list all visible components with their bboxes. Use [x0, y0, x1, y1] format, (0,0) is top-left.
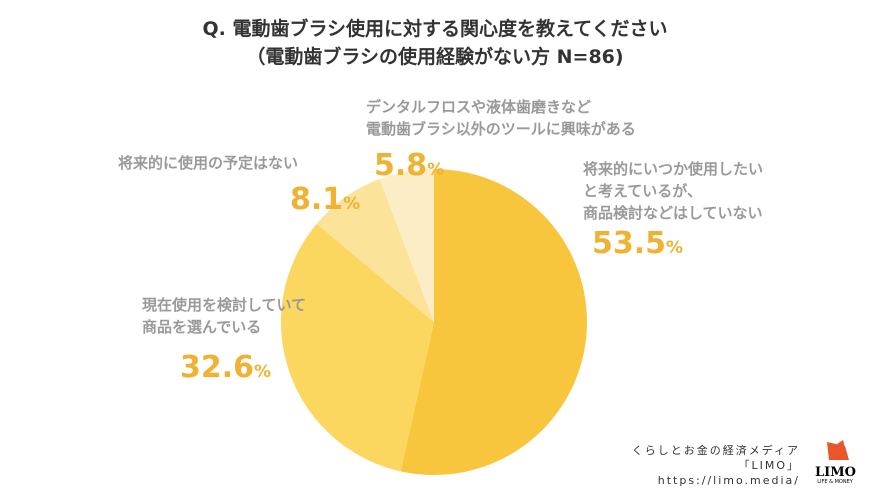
- limo-logo: LIMO LIFE & MONEY: [815, 440, 856, 485]
- pie-slice-1: [281, 223, 434, 472]
- chart-title: Q. 電動歯ブラシ使用に対する関心度を教えてください: [202, 18, 668, 40]
- pie-slice-2: [316, 179, 434, 322]
- fox-icon: [827, 440, 849, 460]
- slice-label-0: 将来的にいつか使用したい と考えているが、 商品検討などはしていない: [583, 160, 764, 222]
- credit-text: くらしとお金の経済メディア 「LIMO」 https://limo.media/: [631, 444, 800, 487]
- slice-pct-0: 53.5%: [592, 226, 684, 261]
- pie-slice-3: [379, 169, 434, 322]
- slice-label-2: 将来的に使用の予定はない: [118, 154, 299, 172]
- chart-subtitle: （電動歯ブラシの使用経験がない方 N=86): [246, 46, 624, 68]
- credit-url: https://limo.media/: [657, 474, 800, 487]
- slice-pct-1: 32.6%: [180, 350, 272, 385]
- slice-label-3: デンタルフロスや液体歯磨きなど 電動歯ブラシ以外のツールに興味がある: [366, 98, 636, 138]
- slice-pct-2: 8.1%: [290, 182, 361, 217]
- slice-label-1: 現在使用を検討していて 商品を選んでいる: [142, 296, 307, 336]
- pie-slice-0: [400, 169, 587, 475]
- slice-pct-3: 5.8%: [374, 148, 445, 183]
